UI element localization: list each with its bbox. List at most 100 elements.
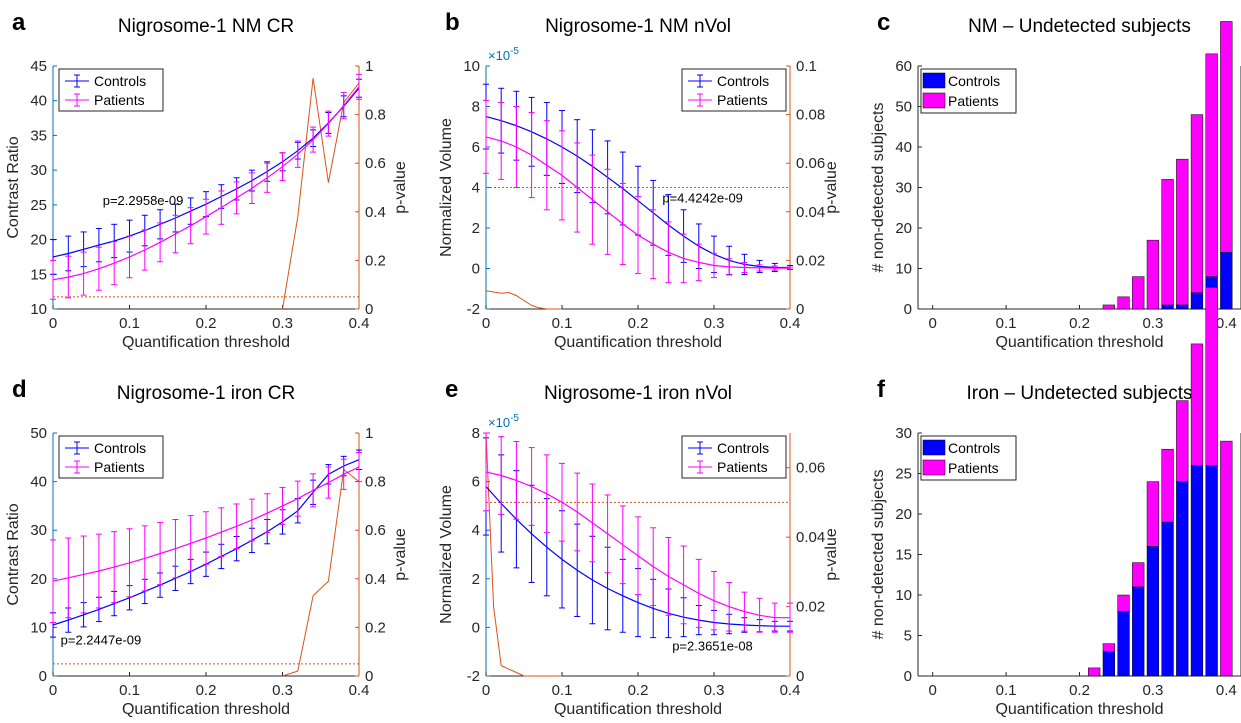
legend-swatch-controls bbox=[922, 72, 946, 89]
y2-tick-label: 0.08 bbox=[796, 107, 825, 124]
x-axis-label: Quantification threshold bbox=[554, 334, 722, 351]
legend-swatch-patients bbox=[922, 92, 946, 109]
error-bar-patients bbox=[248, 172, 255, 204]
error-bar-patients bbox=[325, 110, 332, 137]
panel-c: c NM – Undetected subjects 0 0.1 0.2 0.3 0.4 0 1… bbox=[870, 9, 1241, 351]
y-axis-label: Contrast Ratio bbox=[5, 136, 22, 238]
error-bar-patients bbox=[619, 505, 626, 585]
y-tick-label: 50 bbox=[895, 99, 912, 116]
error-bar-patients bbox=[218, 507, 225, 557]
error-bar-patients bbox=[771, 265, 778, 271]
error-bar-patients bbox=[264, 162, 271, 193]
x-tick-label: 0.2 bbox=[628, 315, 649, 332]
plot-area: p=2.2447e-09 bbox=[50, 449, 362, 677]
y-tick-label: 30 bbox=[30, 162, 47, 179]
bar-patients bbox=[1117, 296, 1130, 310]
error-bar-patients bbox=[187, 515, 194, 572]
error-bar-patients bbox=[340, 458, 347, 490]
x-tick-label: 0 bbox=[482, 682, 490, 699]
error-bar-patients bbox=[218, 190, 225, 225]
x-tick-label: 0 bbox=[49, 682, 57, 699]
y-exponent-power: -5 bbox=[510, 46, 519, 57]
pvalue-line bbox=[282, 468, 360, 677]
error-bar-patients bbox=[695, 558, 702, 628]
y2-tick-label: 0 bbox=[796, 301, 804, 318]
x-tick-label: 0.1 bbox=[552, 682, 573, 699]
error-bar-patients bbox=[95, 533, 102, 609]
x-tick-label: 0.4 bbox=[1216, 682, 1237, 699]
error-bar-patients bbox=[157, 222, 164, 263]
legend-swatch-patients bbox=[922, 459, 946, 476]
error-bar-patients bbox=[294, 140, 301, 168]
series-patients bbox=[483, 432, 793, 633]
legend-box bbox=[681, 435, 787, 479]
y-tick-label: 0 bbox=[904, 668, 912, 685]
y-tick-label: 4 bbox=[472, 522, 480, 539]
error-bar-patients bbox=[543, 454, 550, 534]
x-tick-label: 0 bbox=[929, 315, 937, 332]
y-tick-label: 6 bbox=[472, 474, 480, 491]
error-bar-patients bbox=[619, 182, 626, 265]
pvalue-line bbox=[485, 290, 562, 310]
chart-title: Nigrosome-1 NM CR bbox=[118, 16, 294, 37]
error-bar-patients bbox=[294, 480, 301, 517]
x-axis-label: Quantification threshold bbox=[995, 334, 1163, 351]
error-bar-patients bbox=[279, 152, 286, 182]
x-tick-label: 0.2 bbox=[628, 682, 649, 699]
legend-swatch-patients bbox=[688, 93, 712, 107]
legend-swatch-controls bbox=[922, 439, 946, 456]
legend: Controls Patients bbox=[920, 435, 1017, 481]
bar-patients bbox=[1176, 400, 1189, 482]
error-bar-patients bbox=[111, 531, 118, 604]
bar-patients bbox=[1190, 114, 1204, 294]
bar-controls bbox=[1161, 304, 1174, 310]
y-axis-label: # non-detected subjects bbox=[870, 470, 887, 640]
x-tick-label: 0 bbox=[49, 315, 57, 332]
y-tick-label: 30 bbox=[895, 180, 912, 197]
bar-patients bbox=[1176, 158, 1189, 306]
y-tick-label: 6 bbox=[472, 139, 480, 156]
error-bar-patients bbox=[310, 126, 317, 153]
legend-swatch-controls bbox=[65, 441, 89, 455]
x-axis-label: Quantification threshold bbox=[122, 701, 290, 718]
y2-tick-label: 0.4 bbox=[365, 204, 386, 221]
legend-swatch-patients bbox=[65, 460, 89, 474]
error-bar-patients bbox=[50, 259, 56, 300]
panel-letter: f bbox=[877, 376, 886, 403]
bar-patients bbox=[1132, 276, 1145, 310]
panel-a: a Nigrosome-1 NM CR0 0.1 0.2 0.3 0.4101520253… bbox=[5, 9, 409, 351]
error-bar-patients bbox=[695, 243, 702, 282]
error-bar-patients bbox=[635, 196, 641, 275]
x-tick-label: 0.4 bbox=[780, 682, 801, 699]
x-tick-label: 0.4 bbox=[349, 682, 370, 699]
x-tick-label: 0.2 bbox=[196, 315, 217, 332]
y-tick-label: 15 bbox=[30, 266, 47, 283]
error-bar-patients bbox=[711, 571, 717, 631]
error-bar-patients bbox=[589, 483, 596, 563]
y-exponent-power: -5 bbox=[510, 413, 519, 424]
pvalue-annotation: p=2.3651e-08 bbox=[672, 638, 753, 653]
error-bar-patients bbox=[80, 535, 87, 614]
y-tick-label: 20 bbox=[30, 232, 47, 249]
bar-patients bbox=[1146, 239, 1160, 310]
axes: 0 0.1 0.2 0.3 0.4-202468×10-5Quantification … bbox=[438, 413, 840, 718]
y-tick-label: 20 bbox=[895, 220, 912, 237]
y-exponent-base: ×10 bbox=[488, 48, 510, 63]
legend-swatch-controls bbox=[688, 441, 712, 455]
y-tick-label: 50 bbox=[30, 425, 47, 442]
x-tick-label: 0.3 bbox=[1142, 315, 1163, 332]
y-tick-label: 0 bbox=[39, 668, 47, 685]
error-bar-patients bbox=[310, 473, 317, 508]
error-bar-patients bbox=[559, 462, 565, 542]
error-bar-patients bbox=[726, 258, 733, 276]
error-bar-patients bbox=[111, 241, 118, 286]
error-bar-patients bbox=[172, 214, 179, 254]
y-tick-label: 10 bbox=[30, 619, 47, 636]
legend-swatch-controls bbox=[688, 74, 712, 88]
x-tick-label: 0.2 bbox=[196, 682, 217, 699]
error-bar-patients bbox=[157, 521, 164, 586]
legend-swatch-patients bbox=[688, 460, 712, 474]
error-bar-patients bbox=[787, 602, 793, 633]
bars bbox=[1102, 21, 1233, 310]
bar-patients bbox=[1220, 21, 1233, 253]
